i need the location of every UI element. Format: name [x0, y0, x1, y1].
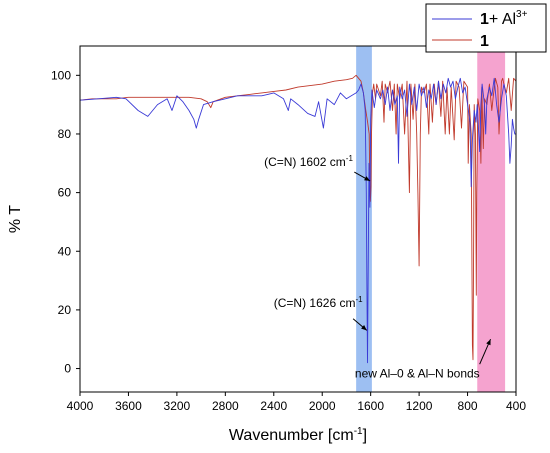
annotation-label-1: (C=N) 1626 cm-1	[274, 295, 363, 310]
annotations: (C=N) 1602 cm-1 (C=N) 1626 cm-1 new Al–0 &…	[264, 154, 492, 380]
annotation-label-0: (C=N) 1602 cm-1	[264, 154, 353, 169]
x-tick-label: 1200	[406, 399, 433, 413]
x-tick-label: 2000	[309, 399, 336, 413]
series-line-0	[79, 77, 516, 364]
x-tick-label: 2800	[212, 399, 239, 413]
x-tick-label: 3200	[164, 399, 191, 413]
x-tick-label: 4000	[67, 399, 94, 413]
legend: 1+ Al3+ 1	[425, 3, 547, 53]
legend-label-ligand: 1	[480, 33, 489, 50]
y-tick-label: 0	[64, 362, 71, 376]
x-tick-label: 400	[506, 399, 526, 413]
series-line-1	[79, 74, 517, 361]
y-axis-ticks: 0 20 40 60 80 100	[51, 68, 80, 376]
y-axis-title: % T	[7, 205, 24, 233]
x-tick-label: 1600	[357, 399, 384, 413]
series-layer	[79, 74, 517, 364]
x-tick-label: 2400	[260, 399, 287, 413]
x-tick-label: 800	[458, 399, 478, 413]
legend-label-complex: 1+ Al3+	[480, 9, 528, 28]
y-tick-label: 20	[58, 303, 72, 317]
plot-frame	[79, 45, 517, 393]
annotation-label-2: new Al–0 & Al–N bonds	[355, 366, 480, 380]
annotation-arrowhead-1	[361, 325, 367, 331]
legend-box	[425, 3, 547, 53]
y-tick-label: 80	[58, 127, 72, 141]
annotation-arrowhead-2	[486, 339, 491, 346]
annotation-arrowhead-0	[364, 176, 371, 181]
x-tick-label: 3600	[115, 399, 142, 413]
y-tick-label: 40	[58, 244, 72, 258]
x-axis-title: Wavenumber [cm-1]	[229, 426, 367, 444]
y-tick-label: 100	[51, 68, 71, 82]
x-axis-ticks: 4000 3600 3200 2800 2400 2000 1600 1200 800 400	[67, 392, 526, 413]
y-tick-label: 60	[58, 186, 72, 200]
